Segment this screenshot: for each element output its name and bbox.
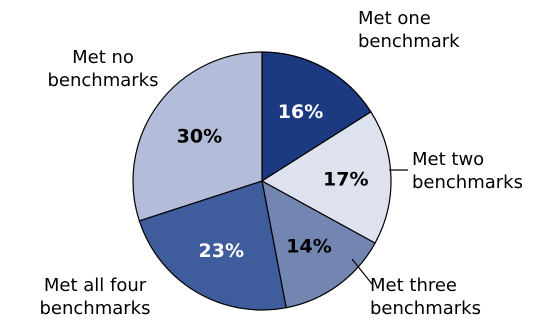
pie-slice-2 [260, 111, 392, 244]
pie-slice-1 [261, 51, 372, 183]
leader-lines [351, 169, 408, 285]
percent-label-5: 30% [177, 126, 222, 148]
category-label-1: Met one benchmark [358, 8, 460, 52]
percent-label-1: 16% [278, 101, 323, 123]
category-label-5: Met no benchmarks [48, 47, 159, 91]
percent-labels: 16% 17% 14% 23% 30% [177, 101, 369, 262]
category-label-3: Met three benchmarks [370, 275, 481, 319]
category-label-2: Met two benchmarks [412, 149, 523, 193]
pie-slices [132, 51, 392, 311]
percent-label-2: 17% [323, 168, 368, 190]
category-labels: Met one benchmark Met two benchmarks Met thr… [40, 8, 523, 319]
category-label-4: Met all four benchmarks [40, 275, 151, 319]
pie-slice-3 [261, 179, 376, 309]
pie-slice-5 [132, 51, 263, 222]
percent-label-4: 23% [199, 240, 244, 262]
percent-label-3: 14% [286, 236, 331, 258]
leader-line-3 [351, 258, 373, 285]
pie-slice-4 [138, 180, 287, 311]
